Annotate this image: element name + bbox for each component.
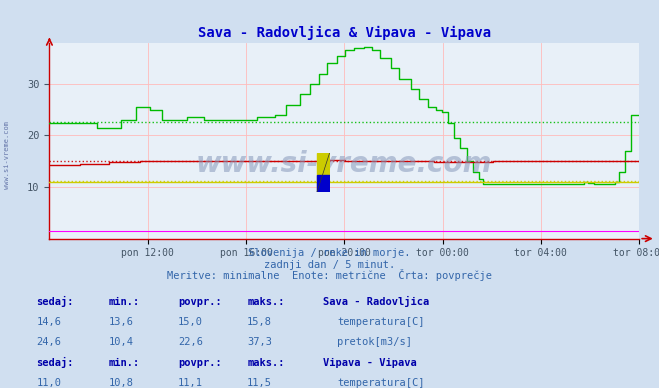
Text: 10,4: 10,4: [109, 337, 134, 347]
Text: 13,6: 13,6: [109, 317, 134, 327]
Text: temperatura[C]: temperatura[C]: [337, 378, 425, 388]
Text: sedaj:: sedaj:: [36, 296, 74, 307]
Title: Sava - Radovljica & Vipava - Vipava: Sava - Radovljica & Vipava - Vipava: [198, 26, 491, 40]
Text: Slovenija / reke in morje.: Slovenija / reke in morje.: [248, 248, 411, 258]
Text: 15,0: 15,0: [178, 317, 203, 327]
Text: 14,6: 14,6: [36, 317, 61, 327]
Text: temperatura[C]: temperatura[C]: [337, 317, 425, 327]
Text: zadnji dan / 5 minut.: zadnji dan / 5 minut.: [264, 260, 395, 270]
Text: Vipava - Vipava: Vipava - Vipava: [323, 358, 416, 368]
Text: 15,8: 15,8: [247, 317, 272, 327]
Text: min.:: min.:: [109, 296, 140, 307]
Text: sedaj:: sedaj:: [36, 357, 74, 368]
Text: 24,6: 24,6: [36, 337, 61, 347]
Text: min.:: min.:: [109, 358, 140, 368]
Text: Meritve: minimalne  Enote: metrične  Črta: povprečje: Meritve: minimalne Enote: metrične Črta:…: [167, 269, 492, 281]
Text: 11,5: 11,5: [247, 378, 272, 388]
Text: 37,3: 37,3: [247, 337, 272, 347]
Text: povpr.:: povpr.:: [178, 296, 221, 307]
Text: www.si-vreme.com: www.si-vreme.com: [3, 121, 10, 189]
Text: 11,0: 11,0: [36, 378, 61, 388]
Text: 11,1: 11,1: [178, 378, 203, 388]
Text: 22,6: 22,6: [178, 337, 203, 347]
Text: pretok[m3/s]: pretok[m3/s]: [337, 337, 413, 347]
Text: Sava - Radovljica: Sava - Radovljica: [323, 296, 429, 307]
Text: povpr.:: povpr.:: [178, 358, 221, 368]
Text: www.si-vreme.com: www.si-vreme.com: [196, 150, 492, 178]
Text: 10,8: 10,8: [109, 378, 134, 388]
Text: maks.:: maks.:: [247, 358, 285, 368]
Text: maks.:: maks.:: [247, 296, 285, 307]
